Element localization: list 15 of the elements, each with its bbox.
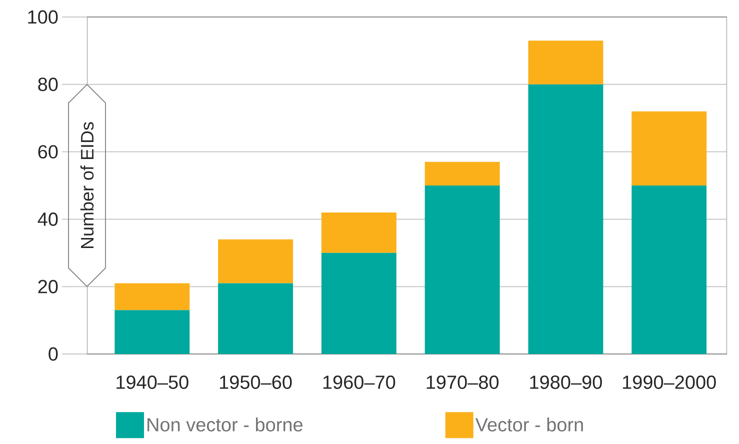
x-tick-label: 1980–90 (530, 376, 602, 389)
legend-label: Non vector - borne (148, 418, 302, 432)
x-tick-label: 1990–2000 (622, 376, 716, 389)
legend-label: Vector - born (475, 418, 583, 432)
y-tick-label: 80 (38, 78, 58, 92)
x-tick-label: 1960–70 (323, 376, 396, 389)
y-tick-label: 0 (48, 347, 58, 361)
x-tick-label: 1950–60 (220, 376, 292, 389)
y-tick-label: 20 (38, 280, 58, 294)
x-tick-label: 1970–80 (426, 376, 499, 389)
y-tick-label: 100 (28, 10, 58, 24)
y-axis-title: Number of EIDs (80, 122, 94, 248)
y-tick-label: 60 (38, 145, 58, 159)
y-tick-label: 40 (38, 212, 58, 226)
x-tick-label: 1940–50 (116, 376, 188, 389)
